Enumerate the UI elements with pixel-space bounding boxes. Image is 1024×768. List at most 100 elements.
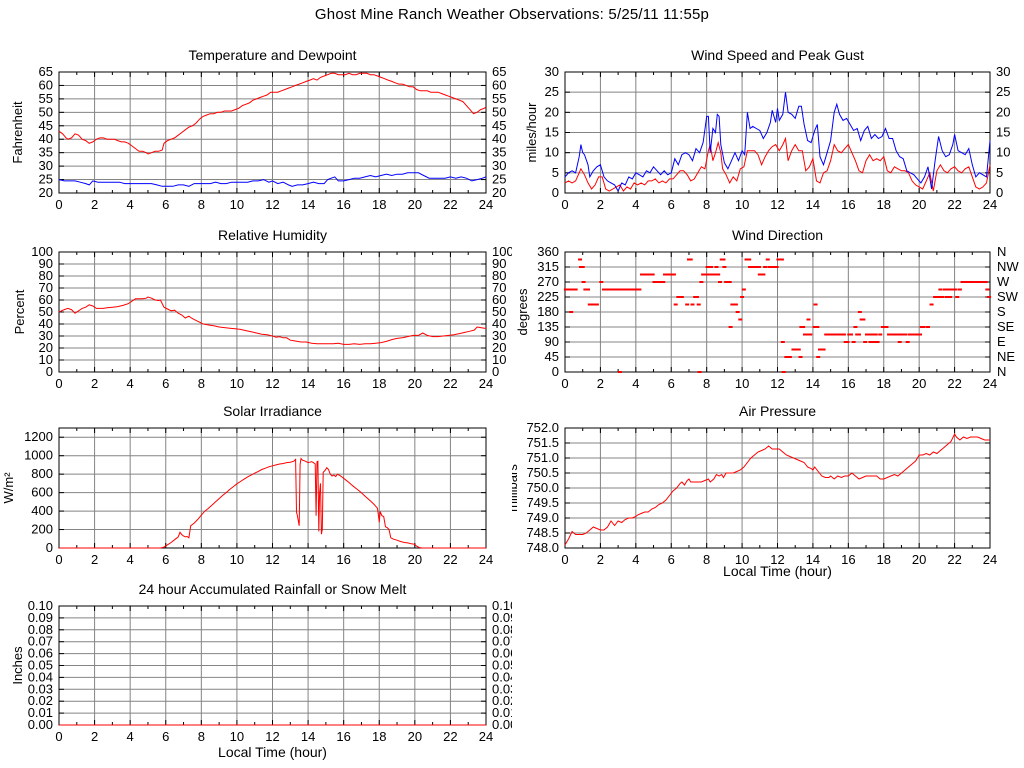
x-tick-label: 2: [91, 552, 98, 567]
x-tick-label: 8: [703, 376, 710, 391]
x-tick-label: 18: [877, 376, 891, 391]
y-axis-label: millibars: [512, 464, 520, 512]
y-axis-compass-label: NW: [997, 259, 1019, 274]
x-tick-label: 22: [443, 552, 457, 567]
y-tick-label-right: 45: [492, 118, 506, 133]
y-tick-label: 60: [39, 77, 53, 92]
x-tick-label: 0: [55, 197, 62, 212]
series-peak_gust: [564, 92, 991, 193]
y-tick-label-right: 50: [492, 304, 506, 319]
chart-title: 24 hour Accumulated Rainfall or Snow Mel…: [139, 581, 407, 597]
y-axis-label: Fahrenheit: [10, 101, 25, 164]
y-tick-label: 180: [537, 304, 559, 319]
x-tick-label: 12: [265, 197, 279, 212]
x-tick-label: 8: [198, 729, 205, 744]
x-tick-label: 16: [336, 552, 350, 567]
x-tick-label: 20: [408, 729, 422, 744]
x-tick-label: 20: [408, 552, 422, 567]
chart-rainfall-snow-melt: 0246810121416182022240.000.000.010.010.0…: [0, 578, 517, 768]
y-tick-label: 0.03: [28, 681, 53, 696]
x-tick-label: 24: [479, 729, 493, 744]
x-tick-label: 22: [947, 552, 961, 567]
series-air_pressure: [564, 432, 990, 546]
x-tick-label: 10: [230, 376, 244, 391]
y-tick-label: 0.06: [28, 646, 53, 661]
y-tick-label: 800: [31, 466, 53, 481]
y-tick-label-right: 0.06: [492, 646, 512, 661]
y-tick-label-right: 0.05: [492, 658, 512, 673]
x-tick-label: 14: [301, 729, 315, 744]
y-tick-label-right: 60: [492, 77, 506, 92]
y-tick-label: 0.09: [28, 610, 53, 625]
x-tick-label: 4: [632, 552, 639, 567]
y-tick-label-right: 0.03: [492, 681, 512, 696]
x-tick-label: 20: [912, 552, 926, 567]
y-tick-label: 749.0: [526, 510, 559, 525]
y-tick-label-right: 40: [492, 316, 506, 331]
y-tick-label: 90: [545, 334, 559, 349]
x-tick-label: 4: [632, 376, 639, 391]
y-tick-label: 0.02: [28, 693, 53, 708]
y-tick-label: 20: [39, 340, 53, 355]
y-tick-label: 0.05: [28, 658, 53, 673]
y-tick-label-right: 25: [996, 84, 1010, 99]
x-tick-label: 16: [336, 376, 350, 391]
x-tick-label: 20: [408, 376, 422, 391]
chart-title: Air Pressure: [739, 403, 816, 419]
air_pressure-plot: 0 2 4 6 8 10 12 14 16 18 20 22 24748.0748.5749.0749.…: [505, 403, 997, 579]
y-tick-label: 25: [545, 84, 559, 99]
y-tick-label-right: 0.10: [492, 598, 512, 613]
x-tick-label: 4: [127, 729, 134, 744]
x-tick-label: 4: [127, 376, 134, 391]
y-tick-label: 60: [39, 292, 53, 307]
x-tick-label: 22: [443, 376, 457, 391]
y-tick-label-right: 60: [492, 292, 506, 307]
y-tick-label-right: 0.08: [492, 622, 512, 637]
y-axis-label: Inches: [10, 646, 25, 685]
x-tick-label: 14: [301, 376, 315, 391]
y-tick-label-right: 30: [492, 158, 506, 173]
y-tick-label: 35: [39, 145, 53, 160]
series-temperature: [58, 72, 487, 155]
x-tick-label: 12: [770, 197, 784, 212]
y-tick-label-right: 90: [492, 256, 506, 271]
series-dewpoint: [58, 172, 487, 187]
y-tick-label: 749.5: [526, 495, 559, 510]
x-tick-label: 18: [372, 729, 386, 744]
chart-title: Wind Speed and Peak Gust: [691, 47, 864, 63]
y-tick-label: 0.08: [28, 622, 53, 637]
x-tick-label: 0: [55, 376, 62, 391]
y-tick-label: 1200: [24, 429, 53, 444]
chart-title: Solar Irradiance: [223, 403, 322, 419]
y-tick-label-right: 55: [492, 91, 506, 106]
x-tick-label: 8: [703, 197, 710, 212]
y-tick-label: 0.01: [28, 705, 53, 720]
y-tick-label-right: 100: [492, 244, 512, 259]
y-tick-label-right: 20: [492, 340, 506, 355]
chart-wind-direction: 0 2 4 6 8 10 12 14 16 18 20 22 24 0 N 45 NE 90 E 135 SE 180 S 2…: [512, 220, 1024, 400]
x-tick-label: 0: [561, 197, 568, 212]
x-tick-label: 12: [770, 552, 784, 567]
x-tick-label: 2: [91, 197, 98, 212]
y-tick-label: 748.0: [526, 540, 559, 555]
y-tick-label: 45: [39, 118, 53, 133]
x-tick-label: 10: [230, 552, 244, 567]
x-tick-label: 8: [198, 552, 205, 567]
y-tick-label: 90: [39, 256, 53, 271]
y-tick-label-right: 20: [492, 185, 506, 200]
x-tick-label: 10: [230, 197, 244, 212]
chart-wind-speed-and-peak-gust: 0 2 4 6 8 10 12 14 16 18 20 22 24 0 0 5 5 10 10 15 15 20 20 25 2…: [512, 40, 1024, 220]
y-axis-label: Percent: [12, 289, 27, 334]
y-tick-label: 40: [39, 131, 53, 146]
y-tick-label: 45: [545, 349, 559, 364]
y-tick-label: 40: [39, 316, 53, 331]
y-tick-label: 400: [31, 503, 53, 518]
series-wind_direction: [563, 258, 992, 373]
x-tick-label: 24: [479, 197, 493, 212]
chart-solar-irradiance: 0 2 4 6 8 10 12 14 16 18 20 22 24 0 200 400 600 800 1000 12…: [0, 398, 512, 578]
x-tick-label: 2: [597, 376, 604, 391]
